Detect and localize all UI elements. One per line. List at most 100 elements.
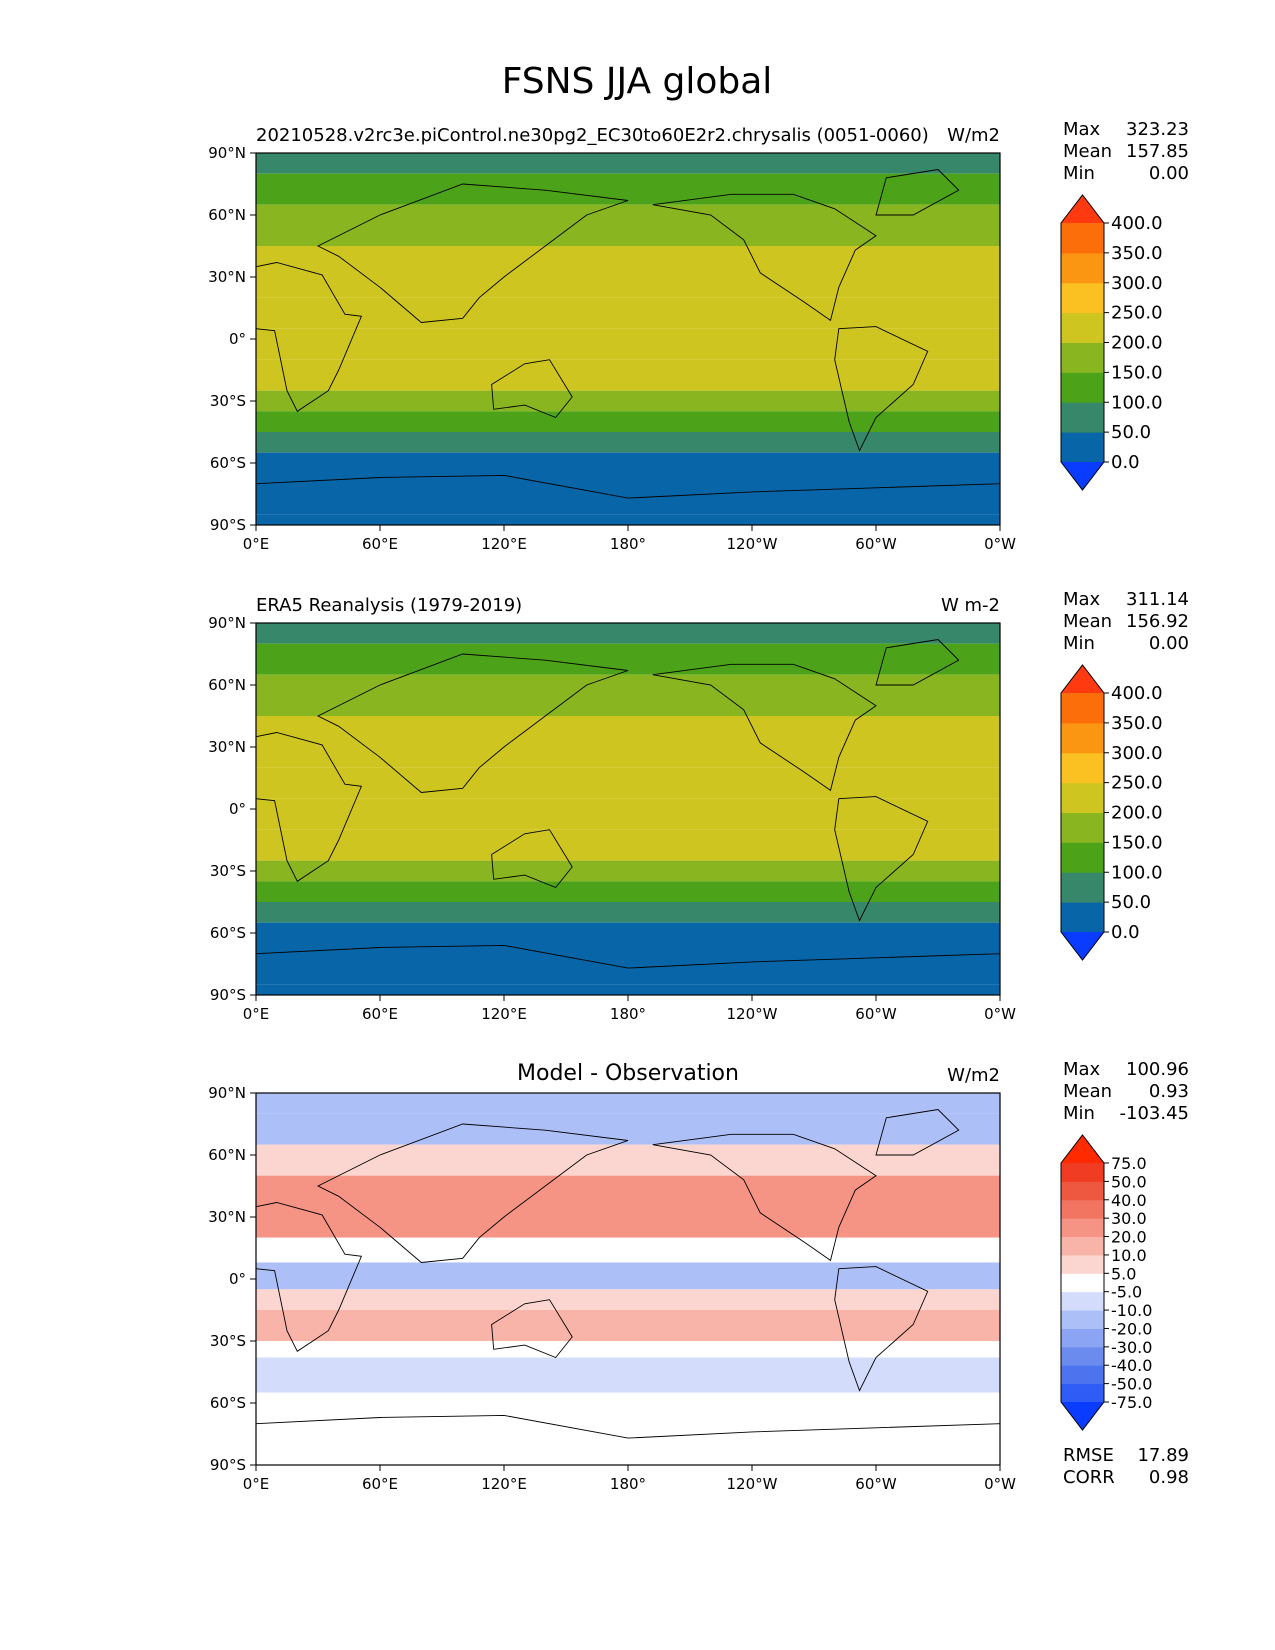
- stat-rmse-value: 17.89: [1137, 1445, 1189, 1466]
- zonal-band: [256, 767, 1000, 799]
- colorbar-tick-label: -30.0: [1111, 1338, 1152, 1357]
- zonal-band: [256, 1144, 1000, 1176]
- panel-units: W/m2: [947, 1065, 1000, 1086]
- colorbar-swatch: [1061, 1181, 1104, 1201]
- stats-box: Max 323.23 Mean 157.85 Min 0.00: [1063, 119, 1189, 184]
- colorbar-swatch: [1061, 872, 1104, 903]
- stat-mean-label: Mean: [1063, 1081, 1112, 1102]
- coastline: [255, 944, 1001, 969]
- colorbar: 0.0 50.0 100.0 150.0 200.0 250.0 300.0 350.0 400…: [1060, 194, 1163, 491]
- stat-max-value: 100.96: [1126, 1059, 1189, 1080]
- colorbar-tick-label: -40.0: [1111, 1356, 1152, 1375]
- zonal-band: [256, 881, 1000, 902]
- y-tick-label: 60°N: [208, 206, 246, 224]
- zonal-band: [256, 922, 1000, 985]
- x-tick-label: 0°E: [243, 1005, 270, 1023]
- y-tick-label: 60°S: [210, 454, 246, 472]
- zonal-band: [256, 860, 1000, 882]
- map-axes: 0°E 60°E 120°E 180° 120°W 60°W 0°W 90°N 60°N 30°N…: [208, 1084, 1016, 1493]
- colorbar-swatch: [1061, 1346, 1104, 1366]
- stat-max-value: 323.23: [1126, 119, 1189, 140]
- colorbar-tick-label: 50.0: [1111, 422, 1151, 443]
- x-tick-label: 0°W: [984, 535, 1016, 553]
- y-tick-label: 30°N: [208, 1208, 246, 1226]
- y-tick-label: 30°N: [208, 738, 246, 756]
- panel-model: 20210528.v2rc3e.piControl.ne30pg2_EC30to…: [208, 119, 1189, 553]
- y-tick-label: 90°N: [208, 1084, 246, 1102]
- stat-mean-label: Mean: [1063, 611, 1112, 632]
- y-tick-label: 30°S: [210, 1332, 246, 1350]
- y-tick-label: 90°N: [208, 614, 246, 632]
- x-tick-label: 0°E: [243, 1475, 270, 1493]
- colorbar-swatch: [1061, 1365, 1104, 1385]
- colorbar-swatch: [1061, 693, 1104, 724]
- colorbar-tick-label: 75.0: [1111, 1154, 1147, 1173]
- colorbar-tick-label: 250.0: [1111, 773, 1163, 794]
- colorbar-extend-max: [1061, 665, 1104, 693]
- y-tick-label: 90°N: [208, 144, 246, 162]
- colorbar-tick-label: 50.0: [1111, 892, 1151, 913]
- colorbar-swatch: [1061, 812, 1104, 843]
- y-tick-label: 90°S: [210, 986, 246, 1004]
- colorbar-tick-label: -10.0: [1111, 1301, 1152, 1320]
- colorbar-extend-max: [1061, 1135, 1104, 1163]
- colorbar-swatch: [1061, 432, 1104, 463]
- coastline: [316, 653, 629, 793]
- x-tick-label: 60°W: [855, 1475, 897, 1493]
- zonal-band: [256, 1237, 1000, 1263]
- zonal-band: [256, 623, 1000, 644]
- colorbar-extend-min: [1061, 462, 1104, 490]
- colorbar-swatch: [1061, 782, 1104, 813]
- zonal-band: [256, 432, 1000, 453]
- coastline: [875, 1109, 960, 1156]
- stat-mean-value: 156.92: [1126, 611, 1189, 632]
- x-tick-label: 0°W: [984, 1475, 1016, 1493]
- stat-min-label: Min: [1063, 1103, 1095, 1124]
- colorbar-extend-min: [1061, 1402, 1104, 1430]
- x-tick-label: 0°W: [984, 1005, 1016, 1023]
- coastline: [834, 326, 929, 452]
- colorbar: 0.0 50.0 100.0 150.0 200.0 250.0 300.0 350.0 400…: [1060, 664, 1163, 961]
- x-tick-label: 60°W: [855, 535, 897, 553]
- zonal-band: [256, 173, 1000, 205]
- panel-difference: Model - Observation W/m2 0°E 60°E 120°E 180…: [208, 1059, 1189, 1493]
- stat-corr-label: CORR: [1063, 1467, 1115, 1488]
- coastline: [834, 1266, 929, 1392]
- zonal-band: [256, 674, 1000, 716]
- coastline: [652, 193, 877, 322]
- x-tick-label: 180°: [610, 1005, 646, 1023]
- panel-units: W m-2: [941, 595, 1000, 616]
- x-tick-label: 120°E: [481, 535, 527, 553]
- y-tick-label: 90°S: [210, 516, 246, 534]
- zonal-band: [256, 1175, 1000, 1238]
- colorbar-swatch: [1061, 1291, 1104, 1311]
- y-tick-label: 0°: [229, 1270, 246, 1288]
- y-tick-label: 60°N: [208, 676, 246, 694]
- x-tick-label: 60°E: [362, 535, 398, 553]
- y-tick-label: 0°: [229, 800, 246, 818]
- x-tick-label: 120°W: [727, 535, 778, 553]
- coastline: [316, 183, 629, 323]
- zonal-band: [256, 984, 1000, 995]
- stat-mean-value: 157.85: [1126, 141, 1189, 162]
- zonal-band: [256, 390, 1000, 412]
- coastline: [255, 474, 1001, 499]
- colorbar-swatch: [1061, 1254, 1104, 1274]
- stat-max-label: Max: [1063, 589, 1101, 610]
- x-tick-label: 0°E: [243, 535, 270, 553]
- colorbar-tick-label: 200.0: [1111, 803, 1163, 824]
- stat-max-value: 311.14: [1126, 589, 1189, 610]
- colorbar-tick-label: 5.0: [1111, 1264, 1136, 1283]
- x-tick-label: 120°E: [481, 1005, 527, 1023]
- panel-units: W/m2: [947, 125, 1000, 146]
- y-tick-label: 60°N: [208, 1146, 246, 1164]
- colorbar-extend-min: [1061, 932, 1104, 960]
- colorbar-swatch: [1061, 1273, 1104, 1293]
- colorbar-swatch: [1061, 722, 1104, 754]
- extra-stats-box: RMSE 17.89 CORR 0.98: [1063, 1445, 1189, 1488]
- x-tick-label: 120°E: [481, 1475, 527, 1493]
- colorbar-tick-label: 150.0: [1111, 832, 1163, 853]
- zonal-band: [256, 1289, 1000, 1310]
- stat-min-label: Min: [1063, 633, 1095, 654]
- colorbar: -75.0-50.0-40.0-30.0-20.0-10.0-5.05.010.…: [1060, 1134, 1152, 1431]
